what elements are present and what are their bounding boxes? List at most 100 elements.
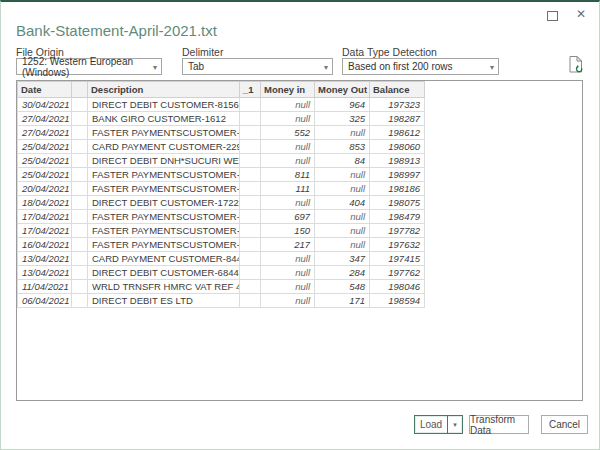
- file-origin-value: 1252: Western European (Windows): [22, 56, 161, 78]
- table-cell: 197632: [370, 238, 425, 252]
- table-cell: [240, 182, 261, 196]
- load-dropdown-arrow-icon[interactable]: ▾: [447, 416, 462, 433]
- delimiter-label: Delimiter: [182, 46, 223, 58]
- maximize-icon[interactable]: [547, 11, 558, 21]
- table-cell: [72, 154, 88, 168]
- table-cell: null: [315, 182, 370, 196]
- table-cell: FASTER PAYMENTSCUSTOMER-1722: [88, 182, 240, 196]
- table-cell: DIRECT DEBIT CUSTOMER-6844: [88, 266, 240, 280]
- table-cell: 198913: [370, 154, 425, 168]
- table-cell: [72, 126, 88, 140]
- table-header-row: Date Description _1 Money in Money Out B…: [18, 82, 425, 98]
- table-cell: [72, 98, 88, 112]
- column-header-balance[interactable]: Balance: [370, 82, 425, 98]
- table-cell: [72, 224, 88, 238]
- table-cell: CARD PAYMENT CUSTOMER-2297: [88, 140, 240, 154]
- table-row: 27/04/2021BANK GIRO CUSTOMER-1612null325…: [18, 112, 425, 126]
- table-cell: null: [315, 224, 370, 238]
- table-cell: 13/04/2021: [18, 252, 72, 266]
- table-cell: 697: [261, 210, 315, 224]
- table-cell: 198186: [370, 182, 425, 196]
- table-row: 18/04/2021DIRECT DEBIT CUSTOMER-1722null…: [18, 196, 425, 210]
- table-row: 13/04/2021 CARD PAYMENT CUSTOMER-8448 null…: [18, 252, 425, 266]
- table-cell: [72, 196, 88, 210]
- table-cell: FASTER PAYMENTSCUSTOMER-6731: [88, 238, 240, 252]
- table-row: 27/04/2021FASTER PAYMENTSCUSTOMER-844855…: [18, 126, 425, 140]
- table-cell: 13/04/2021: [18, 266, 72, 280]
- table-cell: 17/04/2021: [18, 224, 72, 238]
- table-cell: FASTER PAYMENTSCUSTOMER-6620: [88, 224, 240, 238]
- table-row: 25/04/2021 DIRECT DEBIT DNH*SUCURI WEBSIT…: [18, 154, 425, 168]
- column-header-description[interactable]: Description: [88, 82, 240, 98]
- load-split-button[interactable]: Load ▾: [414, 415, 463, 434]
- column-header-u1[interactable]: _1: [240, 82, 261, 98]
- table-cell: 347: [315, 252, 370, 266]
- table-cell: null: [261, 154, 315, 168]
- column-header-money-in[interactable]: Money in: [261, 82, 315, 98]
- table-cell: null: [261, 266, 315, 280]
- cancel-button[interactable]: Cancel: [541, 415, 588, 434]
- table-row: 30/04/2021DIRECT DEBIT CUSTOMER-8156null…: [18, 98, 425, 112]
- table-row: 16/04/2021FASTER PAYMENTSCUSTOMER-673121…: [18, 238, 425, 252]
- table-cell: 11/04/2021: [18, 280, 72, 294]
- table-cell: 25/04/2021: [18, 154, 72, 168]
- table-cell: 198060: [370, 140, 425, 154]
- file-origin-select[interactable]: 1252: Western European (Windows) ▾: [16, 58, 162, 75]
- table-cell: [72, 266, 88, 280]
- table-cell: [240, 98, 261, 112]
- table-cell: null: [315, 210, 370, 224]
- load-button[interactable]: Load: [415, 416, 447, 433]
- table-cell: 198594: [370, 294, 425, 308]
- transform-data-button[interactable]: Transform Data: [469, 415, 529, 434]
- table-cell: 197415: [370, 252, 425, 266]
- table-cell: 16/04/2021: [18, 238, 72, 252]
- table-cell: 325: [315, 112, 370, 126]
- table-cell: [240, 238, 261, 252]
- table-cell: 198612: [370, 126, 425, 140]
- table-row: 25/04/2021CARD PAYMENT CUSTOMER-2297null…: [18, 140, 425, 154]
- table-row: 13/04/2021 DIRECT DEBIT CUSTOMER-6844 null…: [18, 266, 425, 280]
- page-title: Bank-Statement-April-2021.txt: [16, 22, 217, 39]
- table-cell: [72, 238, 88, 252]
- column-header-date[interactable]: Date: [18, 82, 72, 98]
- table-cell: null: [261, 294, 315, 308]
- table-cell: [72, 280, 88, 294]
- chevron-down-icon: ▾: [153, 63, 157, 72]
- table-cell: [72, 112, 88, 126]
- table-cell: [240, 168, 261, 182]
- table-cell: 06/04/2021: [18, 294, 72, 308]
- table-cell: [72, 252, 88, 266]
- table-cell: CARD PAYMENT CUSTOMER-8448: [88, 252, 240, 266]
- file-preview-icon[interactable]: [567, 55, 585, 75]
- column-header-blank[interactable]: [72, 82, 88, 98]
- table-cell: [240, 154, 261, 168]
- table-cell: 284: [315, 266, 370, 280]
- table-cell: null: [261, 98, 315, 112]
- table-cell: FASTER PAYMENTSCUSTOMER-8448: [88, 126, 240, 140]
- data-type-detection-select[interactable]: Based on first 200 rows ▾: [342, 58, 499, 75]
- table-row: 11/04/2021WRLD TRNSFR HMRC VAT REF 48494…: [18, 280, 425, 294]
- table-cell: 197762: [370, 266, 425, 280]
- table-cell: [240, 112, 261, 126]
- table-cell: 964: [315, 98, 370, 112]
- table-row: 17/04/2021FASTER PAYMENTSCUSTOMER-815669…: [18, 210, 425, 224]
- table-cell: null: [261, 112, 315, 126]
- table-cell: 27/04/2021: [18, 126, 72, 140]
- table-cell: 811: [261, 168, 315, 182]
- column-header-money-out[interactable]: Money Out: [315, 82, 370, 98]
- table-cell: 198479: [370, 210, 425, 224]
- delimiter-select[interactable]: Tab ▾: [182, 58, 333, 75]
- table-cell: null: [261, 252, 315, 266]
- table-cell: 548: [315, 280, 370, 294]
- table-cell: 171: [315, 294, 370, 308]
- table-cell: 198287: [370, 112, 425, 126]
- table-cell: null: [261, 196, 315, 210]
- data-type-detection-value: Based on first 200 rows: [348, 61, 453, 72]
- table-cell: [72, 182, 88, 196]
- table-row: 06/04/2021 DIRECT DEBIT ES LTD null1711985…: [18, 294, 425, 308]
- table-cell: [72, 294, 88, 308]
- table-cell: DIRECT DEBIT ES LTD: [88, 294, 240, 308]
- table-cell: [240, 196, 261, 210]
- close-icon[interactable]: ✕: [573, 6, 589, 22]
- table-cell: DIRECT DEBIT DNH*SUCURI WEBSITE SECURI: [88, 154, 240, 168]
